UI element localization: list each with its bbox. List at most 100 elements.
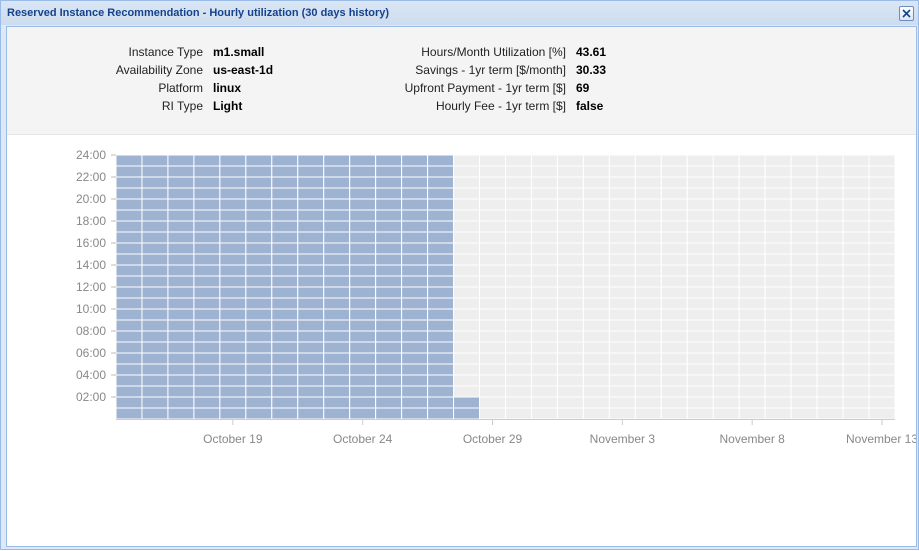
heatmap-cell xyxy=(790,187,818,200)
close-button[interactable] xyxy=(899,6,914,21)
heatmap-cell xyxy=(582,363,610,376)
detail-value: false xyxy=(576,99,604,113)
heatmap-cell xyxy=(868,275,896,288)
heatmap-cell xyxy=(297,341,325,354)
heatmap-cell xyxy=(686,385,714,398)
heatmap-cell xyxy=(556,264,584,277)
heatmap-cell xyxy=(167,407,195,420)
heatmap-cell xyxy=(193,341,221,354)
heatmap-cell xyxy=(193,231,221,244)
heatmap-cell xyxy=(349,330,377,343)
heatmap-cell xyxy=(349,176,377,189)
heatmap-cell xyxy=(479,319,506,332)
heatmap-cell xyxy=(790,297,818,310)
y-tick-label: 06:00 xyxy=(76,346,106,360)
heatmap-cell xyxy=(453,286,481,299)
heatmap-cell xyxy=(505,231,532,244)
heatmap-cell xyxy=(401,374,429,387)
heatmap-cell xyxy=(790,242,818,255)
heatmap-cell xyxy=(271,176,299,189)
heatmap-cell xyxy=(712,253,740,266)
heatmap-cell xyxy=(375,352,403,365)
heatmap-cell xyxy=(271,242,299,255)
heatmap-cell xyxy=(712,407,740,420)
heatmap-cell xyxy=(608,231,636,244)
heatmap-cell xyxy=(271,407,299,420)
heatmap-cell xyxy=(115,231,143,244)
heatmap-cell xyxy=(271,275,299,288)
heatmap-cell xyxy=(686,341,714,354)
detail-value: m1.small xyxy=(213,45,265,59)
heatmap-cell xyxy=(842,220,870,233)
heatmap-cell xyxy=(401,264,429,277)
heatmap-cell xyxy=(738,341,766,354)
heatmap-cell xyxy=(842,231,870,244)
heatmap-cell xyxy=(556,209,584,222)
heatmap-cell xyxy=(401,330,429,343)
heatmap-cell xyxy=(349,253,377,266)
heatmap-cell xyxy=(453,330,481,343)
heatmap-cell xyxy=(660,253,688,266)
heatmap-cell xyxy=(505,341,532,354)
heatmap-cell xyxy=(323,231,351,244)
heatmap-cell xyxy=(530,319,558,332)
heatmap-cell xyxy=(271,396,299,409)
heatmap-cell xyxy=(427,275,455,288)
heatmap-cell xyxy=(167,198,195,211)
heatmap-cell xyxy=(193,286,221,299)
heatmap-cell xyxy=(556,231,584,244)
heatmap-cell xyxy=(868,198,896,211)
heatmap-cell xyxy=(219,319,247,332)
heatmap-cell xyxy=(453,308,481,321)
heatmap-cell xyxy=(505,308,532,321)
heatmap-cell xyxy=(868,385,896,398)
heatmap-cell xyxy=(245,319,273,332)
heatmap-cell xyxy=(349,165,377,178)
heatmap-cell xyxy=(686,253,714,266)
heatmap-cell xyxy=(401,220,429,233)
heatmap-cell xyxy=(427,231,455,244)
heatmap-cell xyxy=(816,407,844,420)
heatmap-cell xyxy=(738,187,766,200)
heatmap-cell xyxy=(141,286,169,299)
heatmap-cell xyxy=(453,231,481,244)
heatmap-cell xyxy=(349,242,377,255)
heatmap-cell xyxy=(297,264,325,277)
heatmap-cell xyxy=(219,176,247,189)
heatmap-cell xyxy=(738,396,766,409)
close-icon xyxy=(902,9,911,18)
heatmap-cell xyxy=(245,264,273,277)
heatmap-cell xyxy=(582,374,610,387)
heatmap-cell xyxy=(816,297,844,310)
heatmap-cell xyxy=(738,176,766,189)
heatmap-cell xyxy=(556,396,584,409)
heatmap-cell xyxy=(141,319,169,332)
heatmap-cell xyxy=(660,165,688,178)
heatmap-cell xyxy=(712,242,740,255)
heatmap-cell xyxy=(245,242,273,255)
heatmap-cell xyxy=(634,198,662,211)
detail-row-platform: Platform linux xyxy=(7,81,407,99)
heatmap-cell xyxy=(738,242,766,255)
heatmap-cell xyxy=(505,297,532,310)
heatmap-cell xyxy=(453,297,481,310)
heatmap-cell xyxy=(349,319,377,332)
heatmap-cell xyxy=(738,319,766,332)
heatmap-cell xyxy=(375,165,403,178)
heatmap-cell xyxy=(115,209,143,222)
heatmap-cell xyxy=(271,385,299,398)
window-titlebar[interactable]: Reserved Instance Recommendation - Hourl… xyxy=(1,1,918,25)
heatmap-cell xyxy=(505,209,532,222)
heatmap-cell xyxy=(556,176,584,189)
heatmap-cell xyxy=(297,231,325,244)
heatmap-cell xyxy=(634,275,662,288)
detail-value: linux xyxy=(213,81,242,95)
heatmap-cell xyxy=(712,187,740,200)
detail-row-upfront-payment: Upfront Payment - 1yr term [$] 69 xyxy=(7,81,707,99)
heatmap-cell xyxy=(427,220,455,233)
heatmap-cell xyxy=(816,264,844,277)
heatmap-cell xyxy=(375,407,403,420)
heatmap-cell xyxy=(712,341,740,354)
heatmap-cell xyxy=(660,187,688,200)
heatmap-cell xyxy=(219,407,247,420)
